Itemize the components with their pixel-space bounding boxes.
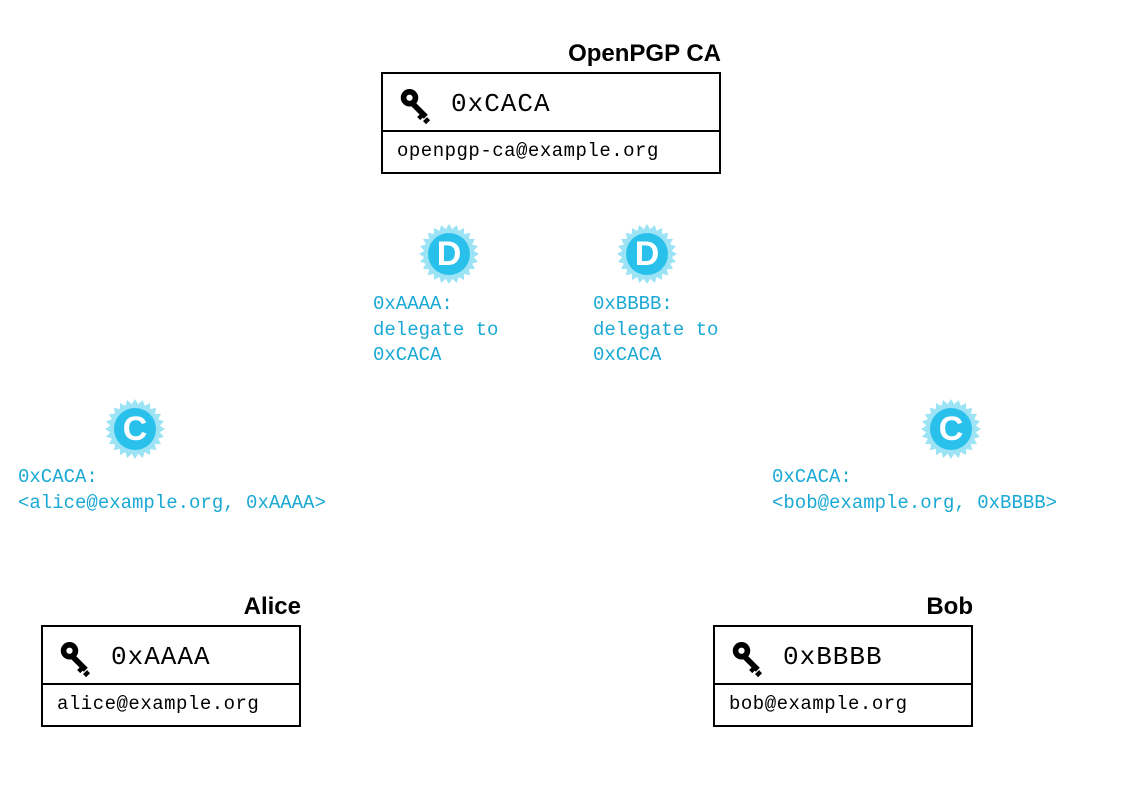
cert-bob-badge: C (920, 398, 982, 460)
alice-email: alice@example.org (43, 683, 299, 725)
alice-box: 0xAAAA alice@example.org (41, 625, 301, 727)
cert-bob-text: 0xCACA: <bob@example.org, 0xBBBB> (772, 465, 1057, 516)
ca-title: OpenPGP CA (381, 40, 721, 68)
key-icon (729, 637, 769, 677)
delegate-bob-badge: D (616, 223, 678, 285)
delegate-alice-text: 0xAAAA: delegate to 0xCACA (373, 292, 498, 369)
ca-keyid: 0xCACA (451, 89, 551, 119)
cert-alice-badge: C (104, 398, 166, 460)
bob-email: bob@example.org (715, 683, 971, 725)
bob-title: Bob (713, 593, 973, 621)
delegate-alice-badge: D (418, 223, 480, 285)
alice-keyid: 0xAAAA (111, 642, 211, 672)
alice-title: Alice (41, 593, 301, 621)
delegate-bob-text: 0xBBBB: delegate to 0xCACA (593, 292, 718, 369)
ca-email: openpgp-ca@example.org (383, 130, 719, 172)
bob-box: 0xBBBB bob@example.org (713, 625, 973, 727)
key-icon (397, 84, 437, 124)
key-icon (57, 637, 97, 677)
cert-alice-text: 0xCACA: <alice@example.org, 0xAAAA> (18, 465, 326, 516)
bob-keyid: 0xBBBB (783, 642, 883, 672)
ca-box: 0xCACA openpgp-ca@example.org (381, 72, 721, 174)
